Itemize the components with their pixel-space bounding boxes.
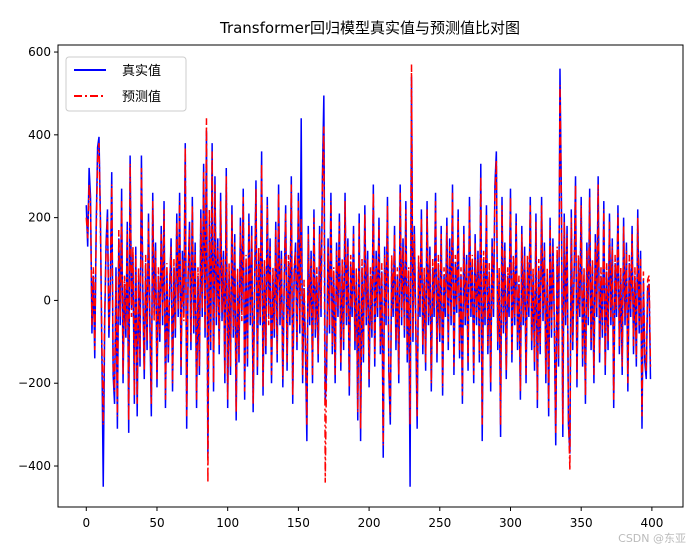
x-tick-label: 350 bbox=[570, 516, 593, 530]
chart-title: Transformer回归模型真实值与预测值比对图 bbox=[219, 19, 520, 37]
y-tick-label: −400 bbox=[18, 459, 51, 473]
x-tick-label: 0 bbox=[82, 516, 90, 530]
y-tick-label: 400 bbox=[28, 128, 51, 142]
x-tick-label: 150 bbox=[287, 516, 310, 530]
y-axis: −400 −200 0 200 400 600 bbox=[18, 45, 58, 473]
series-pred-line bbox=[85, 64, 652, 483]
series-layer bbox=[85, 64, 652, 487]
y-tick-label: −200 bbox=[18, 376, 51, 390]
x-tick-label: 250 bbox=[428, 516, 451, 530]
legend-label-pred: 预测值 bbox=[122, 89, 161, 105]
plot-frame bbox=[57, 44, 684, 508]
x-tick-label: 400 bbox=[640, 516, 663, 530]
legend: 真实值 预测值 bbox=[65, 56, 187, 112]
x-tick-label: 200 bbox=[358, 516, 381, 530]
legend-label-true: 真实值 bbox=[122, 63, 161, 79]
y-tick-label: 200 bbox=[28, 211, 51, 225]
x-axis: 0 50 100 150 200 250 300 350 400 bbox=[82, 507, 663, 530]
y-tick-label: 600 bbox=[28, 45, 51, 59]
watermark: CSDN @东亚 bbox=[618, 532, 686, 544]
x-tick-label: 50 bbox=[149, 516, 164, 530]
x-tick-label: 300 bbox=[499, 516, 522, 530]
y-tick-label: 0 bbox=[43, 293, 51, 307]
x-tick-label: 100 bbox=[216, 516, 239, 530]
